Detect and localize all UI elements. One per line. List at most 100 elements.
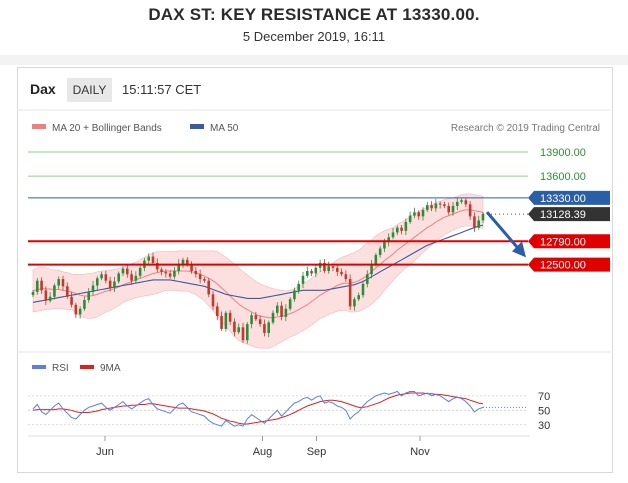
candle-body — [468, 204, 472, 217]
candle-body — [335, 267, 339, 272]
level-tag-support — [528, 257, 610, 272]
candle-body — [258, 319, 262, 325]
rsi-tick-label: 30 — [538, 420, 550, 432]
level-label-current: 13128.39 — [540, 209, 586, 221]
level-label-target: 13600.00 — [540, 171, 586, 183]
candle-body — [250, 315, 253, 325]
candle-body — [301, 275, 305, 284]
candle-body — [288, 299, 292, 309]
candle-body — [327, 266, 331, 272]
candle-body — [87, 291, 91, 300]
candle-body — [323, 263, 326, 272]
ma50-line — [32, 224, 484, 303]
candle-body — [147, 256, 151, 261]
x-tick-label: Aug — [253, 446, 273, 458]
level-label-target: 13900.00 — [540, 147, 586, 159]
candle-body — [443, 204, 446, 206]
candle-body — [160, 269, 163, 272]
candle-body — [370, 264, 373, 275]
ma50-legend-label: MA 50 — [210, 123, 239, 134]
candle-body — [413, 212, 416, 216]
candle-body — [108, 280, 112, 288]
candle-body — [220, 316, 223, 329]
candle-body — [113, 281, 116, 288]
candle-body — [155, 263, 159, 270]
candle-body — [400, 227, 403, 231]
candle-body — [263, 324, 266, 333]
level-label-support: 12500.00 — [540, 260, 586, 272]
candle-body — [284, 308, 288, 317]
rsi-legend-label: RSI — [52, 363, 69, 374]
candle-body — [404, 222, 408, 231]
candle-body — [228, 312, 232, 322]
candle-body — [224, 312, 228, 329]
candle-body — [194, 271, 198, 275]
candle-body — [44, 290, 48, 301]
report-title: DAX ST: KEY RESISTANCE AT 13330.00. — [148, 5, 480, 24]
candle-body — [293, 290, 296, 300]
projection-arrow-head — [512, 241, 526, 258]
candle-body — [417, 212, 421, 217]
candle-body — [134, 275, 138, 281]
candle-body — [408, 215, 412, 222]
candle-body — [297, 283, 301, 291]
candle-body — [241, 327, 245, 341]
rsi-ma-legend-swatch — [80, 365, 94, 369]
candle-body — [203, 279, 206, 281]
candle-body — [83, 299, 86, 309]
time-label: 15:11:57 CET — [122, 82, 201, 97]
candle-body — [100, 274, 103, 279]
candle-body — [434, 203, 438, 209]
candle-body — [378, 248, 382, 255]
candle-body — [190, 264, 193, 272]
candle-body — [207, 280, 211, 295]
timeframe-button-bg[interactable] — [67, 78, 112, 102]
candle-body — [104, 274, 108, 281]
candle-body — [40, 280, 43, 291]
price-panel — [31, 193, 485, 349]
candle-body — [53, 285, 56, 297]
rsi-ma-legend-label: 9MA — [100, 363, 121, 374]
candle-body — [425, 205, 429, 210]
candle-body — [353, 299, 356, 307]
candle-body — [395, 227, 399, 233]
candle-body — [168, 273, 172, 277]
candle-body — [151, 256, 155, 263]
candle-body — [305, 271, 309, 276]
candle-body — [267, 322, 271, 333]
report-date: 5 December 2019, 16:11 — [242, 29, 386, 44]
candle-body — [70, 296, 73, 305]
candle-body — [78, 308, 82, 315]
candle-body — [361, 283, 365, 296]
candle-body — [211, 294, 215, 307]
candle-body — [31, 291, 35, 296]
candle-body — [215, 306, 219, 317]
rsi-tick-label: 50 — [538, 405, 550, 417]
rsi-tick-label: 70 — [538, 391, 550, 403]
ma20-legend-label: MA 20 + Bollinger Bands — [52, 123, 162, 134]
candle-body — [438, 203, 442, 205]
bollinger-band — [32, 193, 484, 349]
candle-body — [95, 278, 99, 286]
candle-body — [314, 267, 318, 274]
candle-body — [348, 279, 352, 307]
candle-body — [181, 259, 185, 264]
candle-body — [74, 304, 78, 315]
rsi-panel: 70 50 30 — [28, 391, 550, 432]
report-header: DAX ST: KEY RESISTANCE AT 13330.00. 5 De… — [0, 0, 628, 52]
x-tick-label: Jun — [96, 446, 114, 458]
candle-body — [35, 280, 39, 292]
candle-body — [275, 305, 279, 313]
x-tick-label: Nov — [410, 446, 430, 458]
candle-body — [65, 286, 69, 297]
level-label-support: 12790.00 — [540, 236, 586, 248]
candle-body — [130, 274, 133, 281]
candle-body — [374, 254, 378, 265]
candle-body — [464, 200, 468, 205]
candle-body — [198, 274, 202, 280]
candle-body — [117, 273, 121, 282]
timeframe-button[interactable]: DAILY — [73, 83, 107, 97]
candle-body — [481, 214, 485, 221]
candle-body — [57, 279, 61, 286]
